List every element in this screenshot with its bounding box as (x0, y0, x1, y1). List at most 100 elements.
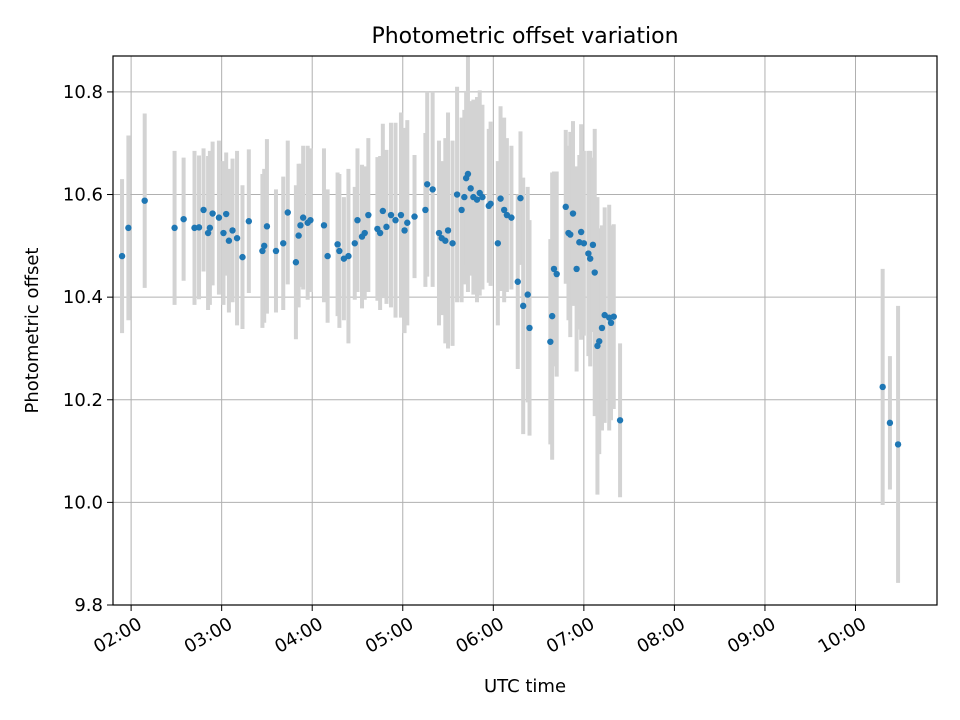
data-point (404, 219, 411, 226)
data-point (222, 210, 230, 218)
plot-frame (112, 55, 938, 606)
y-tick-label: 10.4 (63, 287, 103, 308)
data-point (225, 237, 233, 244)
data-point (610, 313, 617, 320)
data-point (206, 224, 214, 232)
data-point (351, 240, 358, 247)
data-point (401, 227, 408, 234)
data-point (886, 419, 894, 427)
data-point (204, 229, 212, 237)
data-point (449, 240, 456, 247)
data-point (514, 278, 521, 285)
data-point (233, 234, 241, 242)
data-point (508, 214, 515, 221)
data-point (125, 224, 132, 232)
data-point (500, 206, 508, 214)
data-point (429, 186, 436, 193)
data-point (259, 247, 266, 255)
data-point (387, 211, 395, 219)
data-point (598, 324, 606, 332)
data-point (411, 213, 418, 220)
data-point (320, 222, 328, 229)
data-point (435, 229, 443, 237)
data-point (200, 206, 207, 214)
data-point (263, 223, 271, 230)
data-point (519, 302, 527, 310)
data-point (596, 338, 603, 345)
data-point (171, 224, 178, 232)
data-point (569, 210, 577, 217)
data-point (517, 194, 524, 202)
data-point (354, 216, 361, 224)
y-tick-label: 10.8 (63, 82, 103, 103)
data-point (297, 222, 304, 229)
data-point (424, 181, 431, 188)
data-point (497, 195, 504, 202)
data-point (577, 228, 585, 236)
data-point (295, 232, 302, 239)
data-point (292, 259, 300, 266)
data-point (526, 324, 533, 332)
y-axis: 9.8 10.0 10.2 10.4 10.6 10.8 (63, 82, 113, 616)
data-points (118, 170, 902, 448)
data-point (580, 240, 588, 247)
data-point (280, 240, 287, 247)
y-tick-label: 10.6 (63, 185, 103, 206)
data-point (299, 214, 307, 221)
y-tick-label: 10.2 (63, 390, 103, 411)
data-point (607, 319, 615, 327)
data-point (215, 214, 223, 221)
chart-title: Photometric offset variation (371, 24, 678, 49)
data-point (524, 291, 531, 298)
data-point (464, 170, 472, 178)
data-point (616, 417, 624, 424)
data-point (553, 270, 560, 278)
data-point (261, 242, 268, 250)
data-point (229, 227, 236, 234)
data-point (376, 229, 384, 237)
data-point (284, 209, 291, 216)
data-point (591, 269, 598, 276)
data-point (195, 224, 203, 231)
data-point (589, 241, 597, 249)
data-point (585, 250, 592, 257)
data-point (118, 252, 126, 260)
data-point (209, 210, 216, 217)
data-point (336, 247, 343, 255)
data-point (334, 241, 341, 248)
data-point (487, 200, 494, 207)
data-point (383, 223, 390, 231)
data-point (379, 207, 387, 215)
data-point (586, 255, 594, 262)
data-point (453, 191, 461, 198)
data-point (550, 265, 558, 273)
data-point (239, 253, 246, 261)
data-point (442, 237, 449, 244)
data-point (494, 240, 502, 247)
data-point (879, 383, 886, 391)
data-point (547, 338, 554, 345)
data-point (458, 206, 465, 214)
data-point (467, 185, 474, 192)
data-point (324, 252, 331, 260)
y-tick-label: 10.0 (63, 492, 103, 513)
data-point (345, 252, 352, 260)
data-point (562, 203, 569, 211)
y-axis-label: Photometric offset (22, 248, 43, 414)
data-point (422, 206, 429, 214)
data-point (573, 265, 580, 273)
data-point (567, 231, 574, 238)
data-point (365, 211, 372, 219)
data-point (141, 197, 148, 204)
data-point (272, 247, 280, 255)
data-point (479, 193, 486, 201)
y-tick-label: 9.8 (74, 595, 103, 616)
data-point (180, 215, 187, 223)
x-axis-label: UTC time (484, 676, 566, 697)
data-point (461, 193, 468, 201)
data-point (548, 312, 556, 320)
data-point (397, 211, 405, 219)
data-point (307, 216, 314, 224)
data-point (361, 229, 368, 237)
